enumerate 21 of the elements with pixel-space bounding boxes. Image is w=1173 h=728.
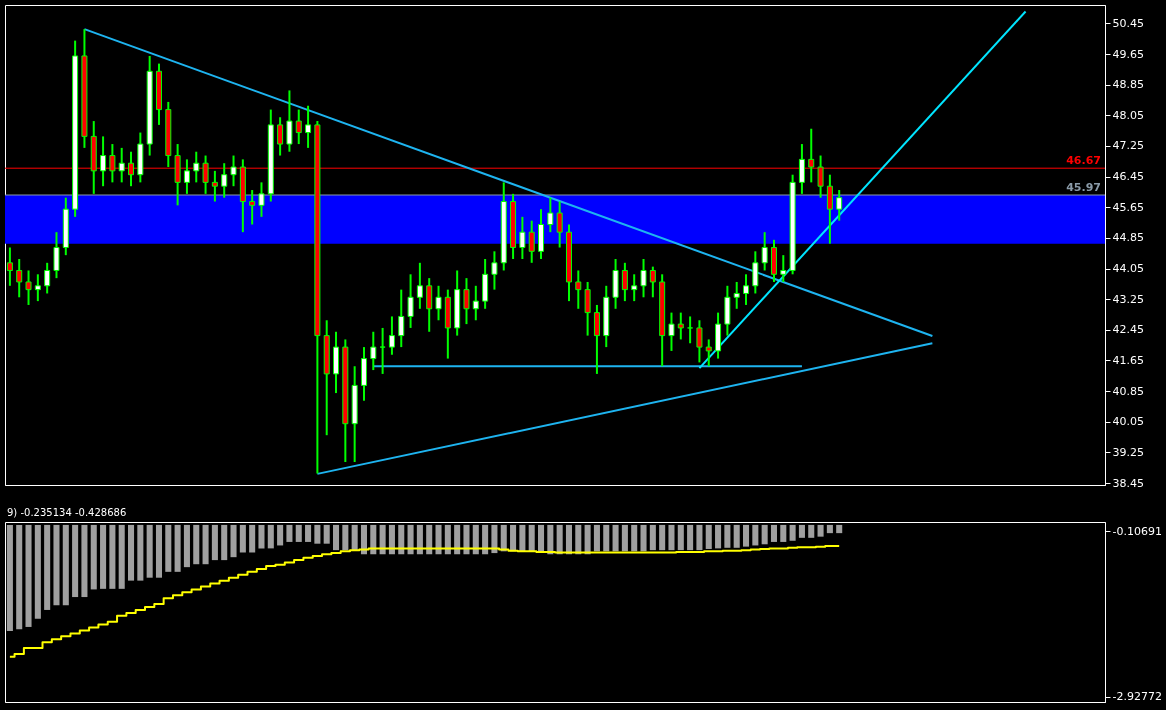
y-tick-label: 43.25: [1112, 292, 1144, 306]
y-tick-label: 46.45: [1112, 170, 1144, 184]
ref-line-label: 46.67: [1066, 154, 1101, 168]
y-tick-label: -0.10691: [1112, 524, 1162, 538]
y-tick-label: 48.05: [1112, 108, 1144, 122]
y-tick-label: 40.85: [1112, 384, 1144, 398]
text: 9) -0.235134 -0.428686: [7, 507, 127, 518]
y-tick-label: 40.05: [1112, 415, 1144, 429]
y-tick-label: -2.92772: [1112, 690, 1162, 704]
y-tick-label: 50.45: [1112, 16, 1144, 30]
y-tick-label: 49.65: [1112, 47, 1144, 61]
y-tick-label: 38.45: [1112, 476, 1144, 490]
y-tick-label: 44.05: [1112, 262, 1144, 276]
y-tick-label: 48.85: [1112, 78, 1144, 92]
y-tick-label: 39.25: [1112, 445, 1144, 459]
ref-line-label: 45.97: [1066, 181, 1101, 195]
y-tick-label: 45.65: [1112, 200, 1144, 214]
y-tick-label: 41.65: [1112, 354, 1144, 367]
y-tick-label: 42.45: [1112, 323, 1144, 337]
y-tick-label: 47.25: [1112, 139, 1144, 153]
y-tick-label: 44.85: [1112, 231, 1144, 245]
